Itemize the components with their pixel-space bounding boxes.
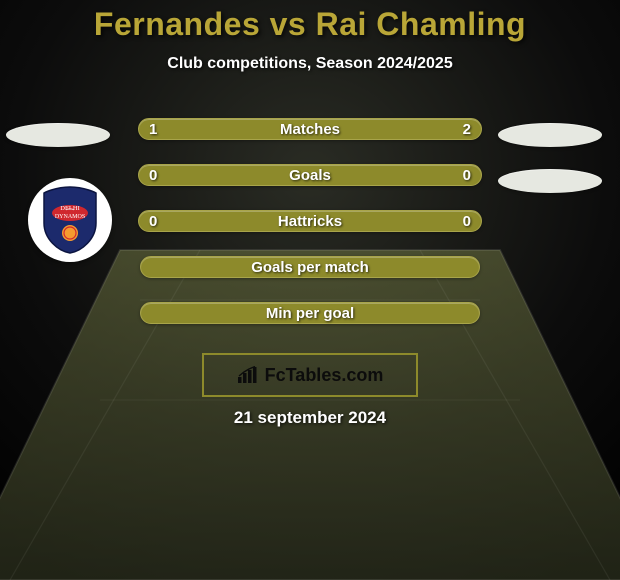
- stat-label: Goals per match: [141, 259, 479, 276]
- stat-label: Goals: [139, 167, 481, 184]
- side-oval: [498, 169, 602, 193]
- stat-label: Hattricks: [139, 213, 481, 230]
- stat-label: Matches: [139, 121, 481, 138]
- stat-value-right: 2: [463, 119, 471, 139]
- team-badge-left: DELHI DYNAMOS: [28, 178, 112, 262]
- stat-pill: Min per goal: [140, 302, 480, 324]
- team-crest-icon: DELHI DYNAMOS: [40, 185, 100, 255]
- side-oval: [498, 123, 602, 147]
- stat-pill: Goals per match: [140, 256, 480, 278]
- stat-label: Min per goal: [141, 305, 479, 322]
- brand-box[interactable]: FcTables.com: [202, 353, 418, 397]
- side-oval: [6, 123, 110, 147]
- stat-pill: Matches1 2: [138, 118, 482, 140]
- bar-chart-icon: [237, 366, 259, 384]
- stat-value-right: 0: [463, 165, 471, 185]
- stat-pill: Goals0 0: [138, 164, 482, 186]
- date-text: 21 september 2024: [0, 408, 620, 428]
- brand-text: FcTables.com: [265, 365, 384, 386]
- badge-label-bottom: DYNAMOS: [55, 214, 85, 220]
- stat-value-left: 0: [149, 165, 157, 185]
- stat-value-right: 0: [463, 211, 471, 231]
- stat-value-left: 1: [149, 119, 157, 139]
- page-title: Fernandes vs Rai Chamling: [94, 6, 526, 43]
- subtitle: Club competitions, Season 2024/2025: [167, 55, 452, 73]
- stat-pill: Hattricks0 0: [138, 210, 482, 232]
- stat-value-left: 0: [149, 211, 157, 231]
